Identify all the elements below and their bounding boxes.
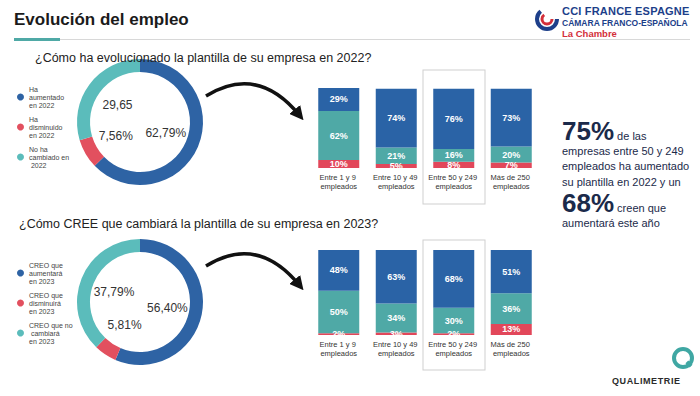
html-text:La Chambre: La Chambre [562, 28, 617, 39]
svg-text:No ha: No ha [29, 146, 50, 153]
svg-text:37,79%: 37,79% [94, 285, 135, 299]
svg-text:CREO que no: CREO que no [29, 322, 73, 330]
svg-text:Entre 10 y 49: Entre 10 y 49 [373, 173, 420, 182]
svg-text:10%: 10% [330, 159, 348, 169]
svg-text:30%: 30% [445, 316, 463, 326]
svg-text:cambiado en: cambiado en [29, 154, 69, 161]
svg-text:empleados: empleados [435, 182, 472, 191]
svg-text:29%: 29% [330, 94, 348, 104]
html-text:Evolución del empleo: Evolución del empleo [14, 10, 189, 29]
svg-text:empleados: empleados [493, 349, 530, 358]
svg-text:13%: 13% [502, 324, 520, 334]
svg-text:7,56%: 7,56% [99, 129, 133, 143]
html-text:75%: 75% [562, 116, 614, 146]
svg-text:en 2023: en 2023 [29, 338, 54, 345]
svg-text:20%: 20% [502, 150, 520, 160]
svg-text:76%: 76% [445, 114, 463, 124]
svg-text:Entre 50 y 249: Entre 50 y 249 [428, 173, 479, 182]
svg-text:en 2022: en 2022 [29, 102, 54, 109]
svg-text:cambiará: cambiará [29, 330, 62, 337]
svg-text:21%: 21% [387, 151, 405, 161]
html-text:QUALIMETRIE: QUALIMETRIE [612, 376, 681, 386]
svg-text:Ha: Ha [29, 86, 40, 93]
svg-text:8%: 8% [447, 160, 460, 170]
svg-text:2%: 2% [447, 329, 460, 339]
svg-text:36%: 36% [502, 304, 520, 314]
svg-text:Entre 10 y 49: Entre 10 y 49 [373, 340, 420, 349]
svg-text:2022: 2022 [29, 162, 47, 169]
svg-text:Entre 1 y 9: Entre 1 y 9 [320, 340, 358, 349]
svg-text:¿Cómo ha evolucionado la plant: ¿Cómo ha evolucionado la plantilla de su… [35, 51, 371, 65]
svg-text:Ha: Ha [29, 116, 40, 123]
svg-text:7%: 7% [505, 160, 518, 170]
svg-text:Entre 50 y 249: Entre 50 y 249 [428, 340, 479, 349]
svg-text:62%: 62% [330, 131, 348, 141]
svg-text:en 2023: en 2023 [29, 308, 54, 315]
svg-text:50%: 50% [330, 307, 348, 317]
html-text:68%: 68% [562, 187, 614, 218]
html-text:de las empresas entre 50 y 249: de las empresas entre 50 y 249 empleados… [562, 130, 690, 188]
svg-text:29,65: 29,65 [103, 98, 133, 112]
svg-text:empleados: empleados [320, 182, 357, 191]
svg-text:56,40%: 56,40% [147, 301, 188, 315]
svg-text:disminuirá: disminuirá [29, 300, 63, 307]
svg-text:Entre 1 y 9: Entre 1 y 9 [320, 173, 358, 182]
svg-text:5%: 5% [390, 161, 403, 171]
html-text:CCI FRANCE ESPAGNE: CCI FRANCE ESPAGNE [562, 5, 690, 17]
svg-text:5,81%: 5,81% [108, 318, 142, 332]
svg-text:empleados: empleados [320, 349, 357, 358]
svg-text:¿Cómo CREE que cambiará la pla: ¿Cómo CREE que cambiará la plantilla de … [19, 217, 378, 231]
svg-text:62,79%: 62,79% [145, 126, 186, 140]
html-text:creen que aumentará este año: creen que aumentará este año [562, 201, 666, 229]
svg-text:63%: 63% [387, 272, 405, 282]
svg-text:CREO que: CREO que [29, 262, 65, 270]
svg-text:en 2022: en 2022 [29, 132, 54, 139]
svg-text:empleados: empleados [378, 349, 415, 358]
svg-text:empleados: empleados [435, 349, 472, 358]
svg-text:73%: 73% [502, 113, 520, 123]
svg-text:aumentado: aumentado [29, 94, 66, 101]
svg-text:empleados: empleados [378, 182, 415, 191]
svg-text:48%: 48% [330, 265, 348, 275]
svg-text:3%: 3% [390, 329, 403, 339]
svg-text:empleados: empleados [493, 182, 530, 191]
svg-text:Más de 250: Más de 250 [491, 173, 532, 182]
svg-text:CREO que: CREO que [29, 292, 65, 300]
svg-text:34%: 34% [387, 313, 405, 323]
svg-text:2%: 2% [332, 329, 345, 339]
svg-text:disminuido: disminuido [29, 124, 64, 131]
svg-text:Más de 250: Más de 250 [491, 340, 532, 349]
svg-text:68%: 68% [445, 274, 463, 284]
svg-text:aumentará: aumentará [29, 270, 64, 277]
svg-text:en 2023: en 2023 [29, 278, 54, 285]
svg-text:51%: 51% [502, 267, 520, 277]
svg-text:74%: 74% [387, 113, 405, 123]
html-text:CÁMARA FRANCO-ESPAÑOLA: CÁMARA FRANCO-ESPAÑOLA [562, 18, 688, 28]
svg-text:16%: 16% [445, 150, 463, 160]
